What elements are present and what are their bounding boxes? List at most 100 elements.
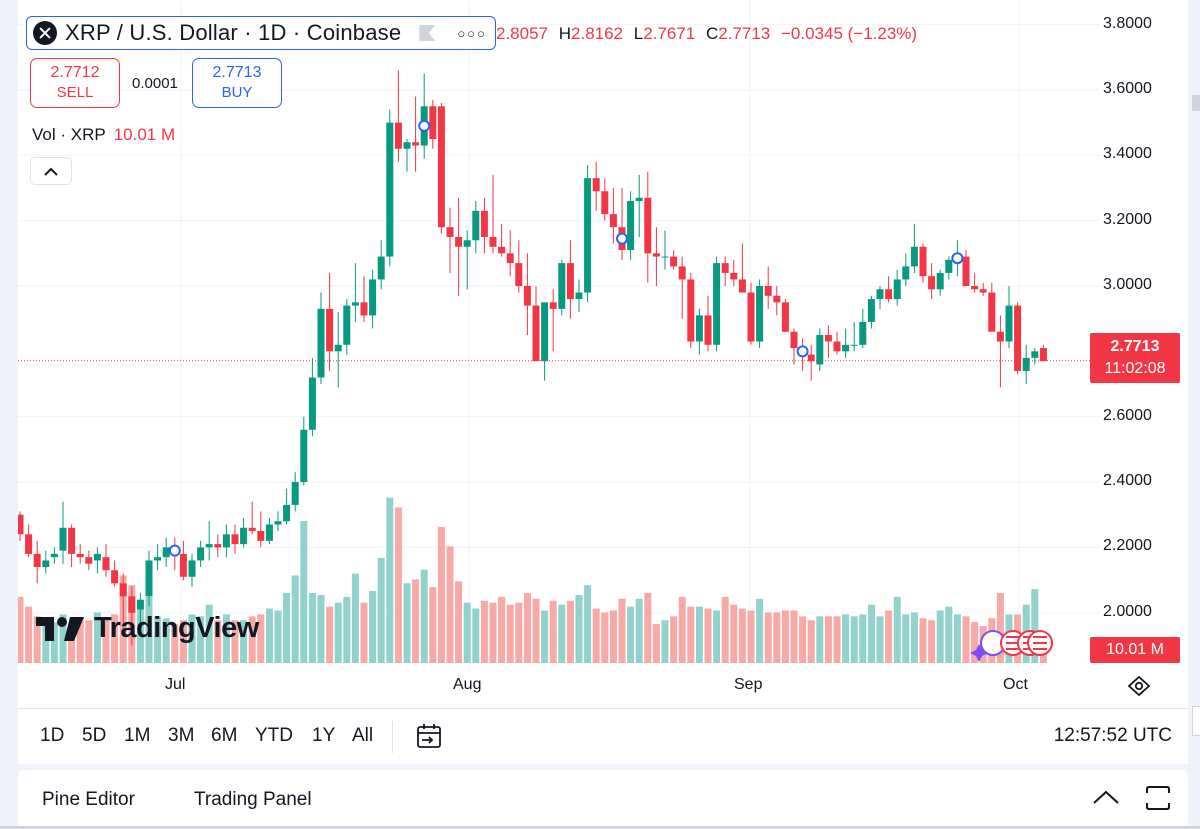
volume-bar — [85, 620, 93, 663]
candle-body — [102, 557, 110, 571]
utc-clock[interactable]: 12:57:52 UTC — [1053, 725, 1172, 746]
maximize-icon[interactable] — [1144, 784, 1172, 812]
tab-trading-panel[interactable]: Trading Panel — [194, 789, 312, 810]
volume-bar — [928, 620, 936, 663]
candle-body — [386, 122, 394, 257]
candle-body — [59, 527, 67, 551]
volume-bar — [635, 598, 643, 663]
sell-button[interactable]: 2.7712 SELL — [30, 58, 120, 108]
candle-body — [833, 341, 841, 352]
candle — [420, 73, 428, 159]
candle-body — [506, 253, 514, 264]
candle — [394, 70, 402, 162]
candle — [472, 201, 480, 254]
candle-body — [76, 553, 84, 558]
candle — [412, 96, 420, 172]
volume-bar — [807, 620, 815, 663]
volume-bar — [833, 616, 841, 663]
right-panel-toggle[interactable] — [1192, 706, 1200, 736]
candle — [764, 266, 772, 309]
range-5d-button[interactable]: 5D — [82, 725, 107, 746]
range-3m-button[interactable]: 3M — [168, 725, 195, 746]
date-range-icon[interactable] — [414, 721, 444, 751]
range-1d-button[interactable]: 1D — [40, 725, 65, 746]
candle-body — [480, 210, 488, 237]
volume-bar — [472, 608, 480, 663]
candle — [334, 312, 342, 388]
candle-body — [902, 266, 910, 280]
candle — [988, 282, 996, 332]
candle — [549, 289, 557, 352]
tab-pine-editor[interactable]: Pine Editor — [42, 789, 135, 810]
event-marker — [616, 232, 628, 245]
buy-button[interactable]: 2.7713 BUY — [192, 58, 282, 108]
volume-bar — [773, 612, 781, 663]
price-chart[interactable] — [18, 0, 1188, 708]
candle — [584, 165, 592, 303]
volume-bar — [480, 600, 488, 663]
right-scroll-handle[interactable] — [1192, 95, 1200, 111]
volume-bar — [136, 600, 144, 663]
candle — [154, 544, 162, 571]
candle — [429, 99, 437, 149]
candle — [885, 276, 893, 303]
candle — [240, 517, 248, 548]
candle-body — [885, 289, 893, 300]
chart-pane[interactable]: XRP / U.S. Dollar · 1D · Coinbase ○○○ 2.… — [18, 0, 1188, 708]
candle-body — [50, 553, 58, 558]
symbol-search[interactable]: XRP / U.S. Dollar · 1D · Coinbase ○○○ — [26, 16, 496, 50]
candle-body — [635, 197, 643, 202]
price-tick-label: 2.0000 — [1103, 602, 1152, 620]
bottom-border — [0, 826, 1200, 829]
candle-body — [222, 534, 230, 548]
volume-bar — [317, 594, 325, 663]
candle-body — [1039, 348, 1047, 362]
price-tick-label: 2.6000 — [1103, 406, 1152, 424]
chevron-up-icon[interactable] — [1092, 788, 1120, 806]
candle — [592, 161, 600, 211]
volume-bar — [300, 521, 308, 663]
range-1y-button[interactable]: 1Y — [312, 725, 336, 746]
volume-bar — [541, 610, 549, 663]
volume-bar — [489, 602, 497, 663]
volume-bar — [730, 604, 738, 663]
volume-bar — [704, 608, 712, 663]
settings-icon[interactable] — [1126, 675, 1152, 697]
candle — [971, 272, 979, 293]
volume-bar — [420, 569, 428, 663]
tradingview-watermark[interactable]: TradingView — [36, 612, 259, 645]
candle-body — [300, 429, 308, 483]
range-all-button[interactable]: All — [352, 725, 374, 746]
volume-bar — [403, 583, 411, 663]
candle — [1005, 285, 1013, 349]
candle-body — [644, 197, 652, 254]
candle-body — [910, 246, 918, 267]
range-ytd-button[interactable]: YTD — [255, 725, 293, 746]
candle — [824, 325, 832, 358]
candle — [283, 488, 291, 525]
collapse-legend-button[interactable] — [30, 157, 72, 185]
candle — [867, 295, 875, 329]
flag-icon[interactable] — [419, 25, 436, 41]
candle-body — [738, 279, 746, 293]
range-1m-button[interactable]: 1M — [124, 725, 151, 746]
candle — [996, 315, 1004, 388]
candle — [197, 540, 205, 567]
candle — [566, 240, 574, 319]
volume-bar — [111, 614, 119, 663]
volume-bar — [68, 624, 76, 663]
candle-body — [979, 289, 987, 293]
more-options-icon[interactable]: ○○○ — [457, 25, 487, 41]
price-tick-label: 3.0000 — [1103, 275, 1152, 293]
candle — [902, 253, 910, 286]
event-marker — [796, 345, 809, 358]
candle-body — [541, 302, 549, 362]
range-6m-button[interactable]: 6M — [211, 725, 238, 746]
volume-bar — [859, 614, 867, 663]
volume-bar — [360, 602, 368, 663]
xrp-logo-icon — [33, 21, 57, 45]
spread-value: 0.0001 — [132, 75, 178, 92]
candle — [489, 174, 497, 254]
volume-bar — [76, 618, 84, 663]
candle-body — [893, 279, 901, 300]
